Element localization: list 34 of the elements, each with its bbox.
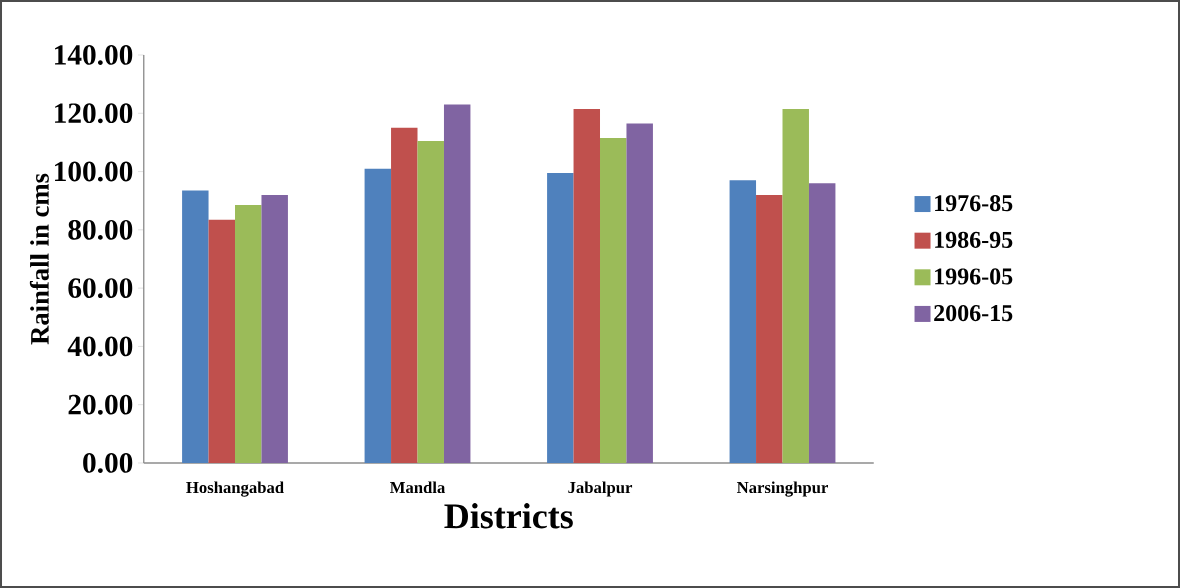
- bar: [208, 219, 236, 463]
- legend-label: 1986-95: [935, 231, 1013, 248]
- y-tick-label: 80.00: [68, 219, 133, 240]
- x-tick-label: Mandla: [390, 481, 446, 494]
- bar: [182, 190, 209, 463]
- x-axis-title: Districts: [444, 503, 573, 529]
- bar: [547, 173, 574, 463]
- bar: [626, 123, 653, 463]
- x-tick-label: Hoshangabad: [186, 481, 284, 497]
- bar: [417, 140, 444, 463]
- legend-label: 1996-05: [935, 268, 1013, 285]
- bar: [443, 104, 471, 463]
- x-tick-label: Narsinghpur: [736, 481, 828, 497]
- bar: [573, 108, 600, 463]
- bar: [782, 108, 809, 463]
- y-tick-label: 100.00: [55, 161, 133, 182]
- y-tick-label: 20.00: [68, 394, 133, 415]
- bar: [364, 168, 392, 463]
- x-tick-label: Jabalpur: [568, 481, 633, 497]
- bar: [808, 183, 836, 463]
- bar: [391, 127, 418, 463]
- y-tick-label: 60.00: [68, 278, 133, 299]
- legend-label: 1976-85: [935, 195, 1013, 212]
- y-tick-label: 0.00: [83, 453, 133, 473]
- bar: [600, 138, 627, 463]
- y-axis-title: Rainfall in cms: [29, 173, 49, 345]
- bar: [235, 205, 262, 463]
- y-tick-label: 40.00: [67, 336, 133, 357]
- y-tick-label: 120.00: [55, 103, 133, 124]
- y-tick-label: 140.00: [55, 45, 133, 65]
- bar: [756, 194, 783, 463]
- bar: [729, 180, 757, 463]
- bar: [261, 194, 288, 463]
- legend-label: 2006-15: [934, 304, 1013, 322]
